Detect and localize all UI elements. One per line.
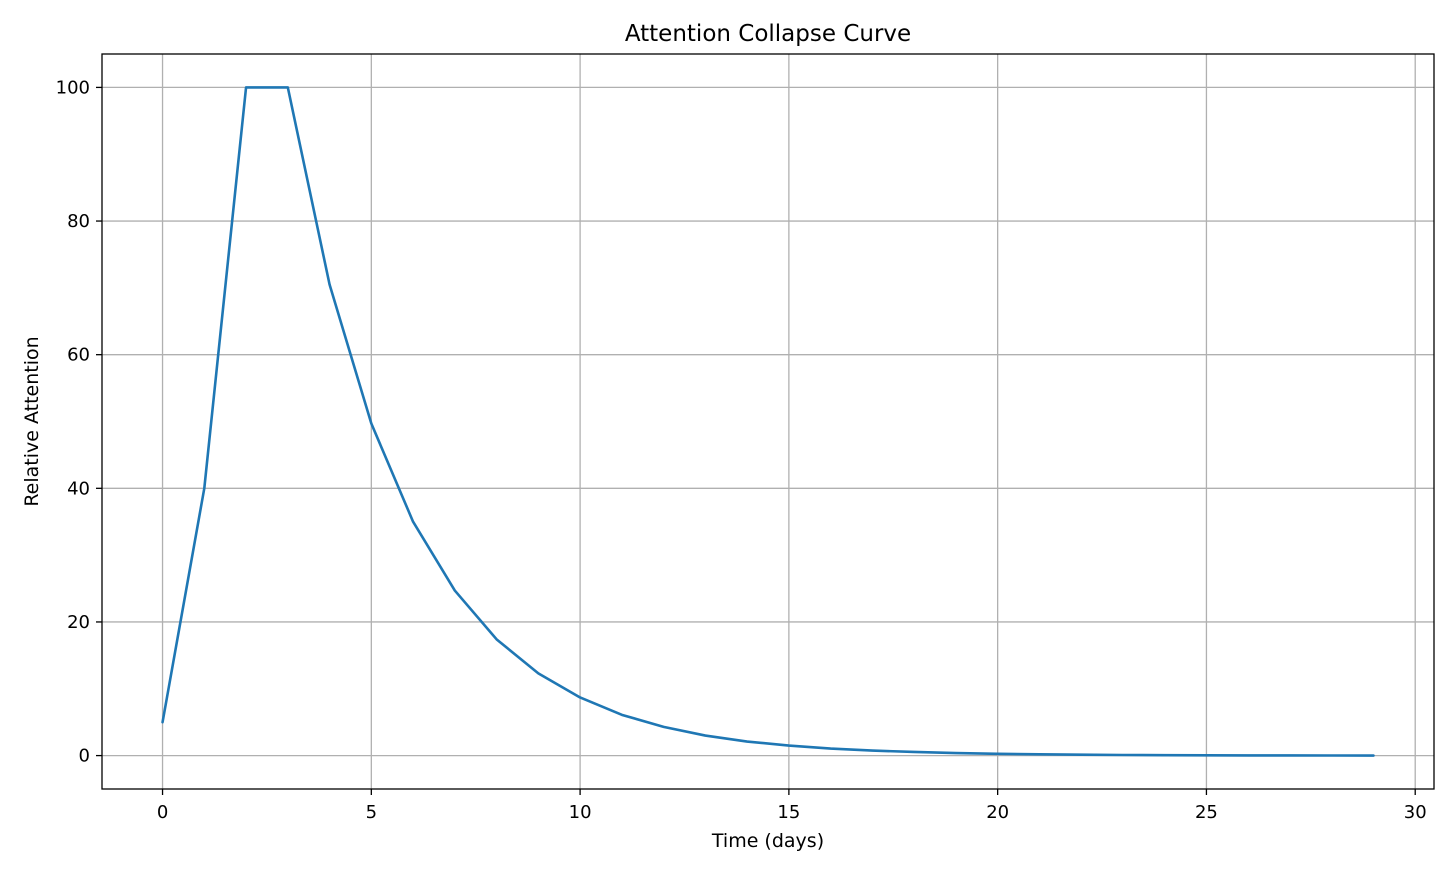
y-tick-label: 80 bbox=[67, 211, 90, 232]
y-tick-label: 40 bbox=[67, 478, 90, 499]
y-tick-label: 60 bbox=[67, 345, 90, 366]
x-tick-label: 25 bbox=[1195, 802, 1218, 823]
plot-frame bbox=[101, 53, 1435, 790]
x-tick-label: 30 bbox=[1404, 802, 1427, 823]
y-tick-label: 100 bbox=[56, 77, 90, 98]
y-axis-label: Relative Attention bbox=[21, 336, 43, 506]
x-tick-label: 20 bbox=[986, 802, 1009, 823]
y-tick-label: 0 bbox=[79, 746, 90, 767]
x-tick-label: 5 bbox=[366, 802, 377, 823]
x-tick-label: 10 bbox=[569, 802, 592, 823]
series-line-0 bbox=[161, 86, 1375, 757]
series-layer bbox=[161, 86, 1375, 757]
x-tick-label: 15 bbox=[777, 802, 800, 823]
chart-title: Attention Collapse Curve bbox=[625, 21, 911, 47]
ticks: 0 5 10 15 20 25 30 0 20 40 60 80 100 bbox=[56, 77, 1427, 823]
x-tick-label: 0 bbox=[157, 802, 168, 823]
x-axis-label: Time (days) bbox=[711, 830, 824, 852]
y-tick-label: 20 bbox=[67, 612, 90, 633]
grid bbox=[102, 54, 1434, 789]
